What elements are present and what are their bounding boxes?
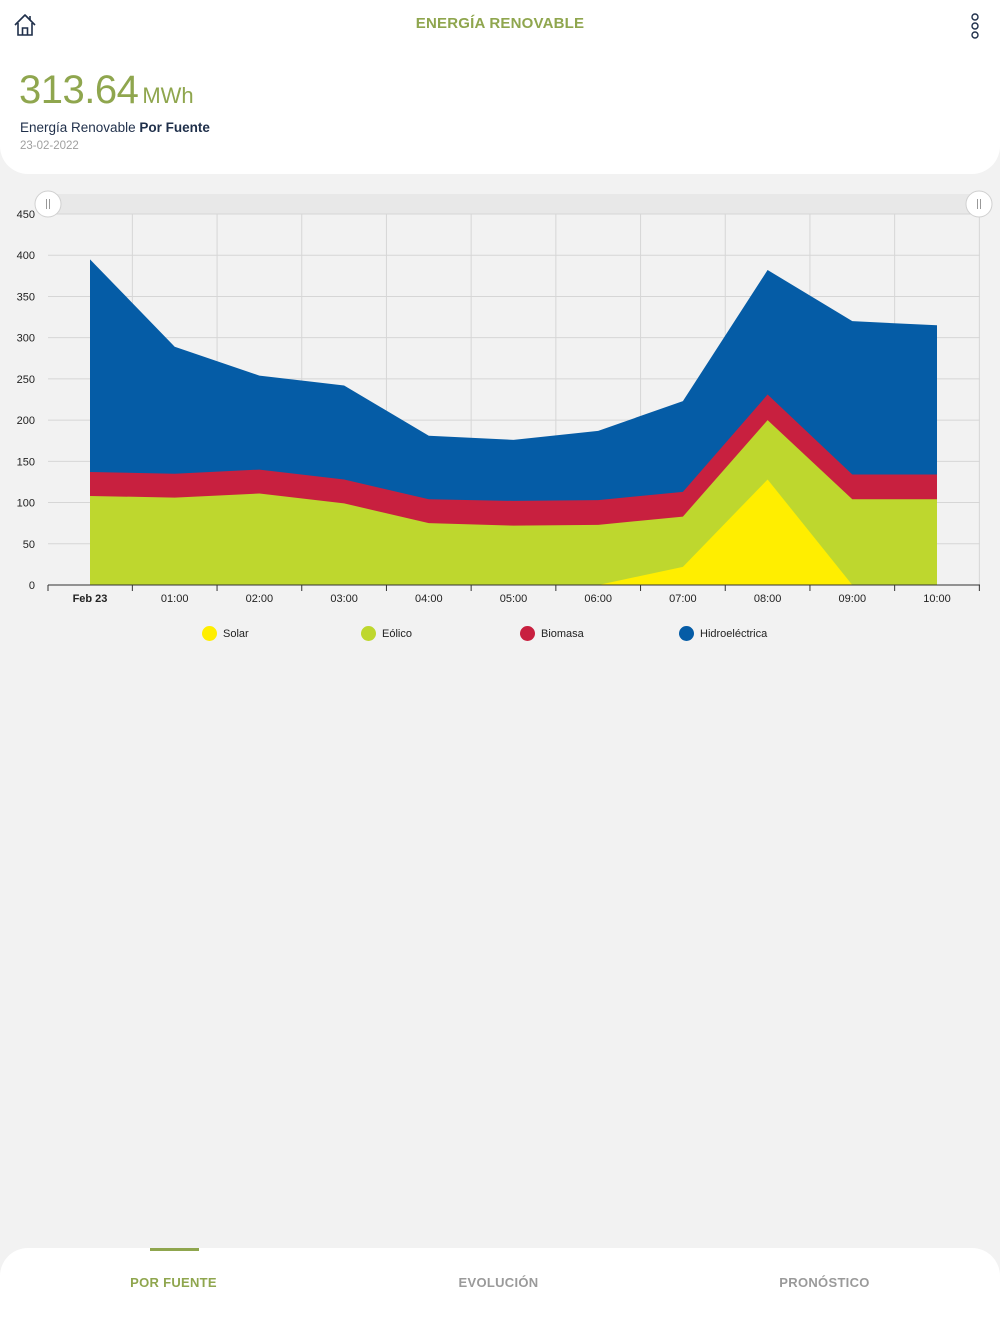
total-energy: 313.64 MWh xyxy=(19,68,194,113)
x-tick-label: 01:00 xyxy=(161,593,189,605)
date-label: 23-02-2022 xyxy=(20,140,79,152)
chart-legend: Solar Eólico Biomasa Hidroeléctrica xyxy=(0,626,1000,646)
y-tick-label: 200 xyxy=(17,415,35,427)
legend-label-biomasa: Biomasa xyxy=(541,627,584,640)
tab-pronostico[interactable]: PRONÓSTICO xyxy=(779,1275,870,1290)
y-tick-label: 300 xyxy=(17,333,35,345)
legend-label-solar: Solar xyxy=(223,627,249,640)
chart-subtitle: Energía Renovable Por Fuente xyxy=(20,120,210,135)
x-tick-label: 07:00 xyxy=(669,593,697,605)
handle-knob xyxy=(34,190,62,218)
tab-por-fuente[interactable]: POR FUENTE xyxy=(130,1275,217,1290)
x-tick-label: Feb 23 xyxy=(73,593,108,605)
subtitle-prefix: Energía Renovable xyxy=(20,120,136,135)
home-icon[interactable] xyxy=(12,12,38,38)
x-tick-label: 10:00 xyxy=(923,593,951,605)
page-title: ENERGÍA RENOVABLE xyxy=(415,15,585,32)
x-tick-label: 08:00 xyxy=(754,593,782,605)
range-handle-left[interactable] xyxy=(34,190,62,218)
handle-knob xyxy=(965,190,993,218)
y-tick-label: 450 xyxy=(17,209,35,221)
summary-card: ENERGÍA RENOVABLE 313.64 MWh Energía Reno… xyxy=(0,0,1000,174)
total-energy-unit: MWh xyxy=(142,83,194,108)
legend-dot-eolico xyxy=(361,626,376,641)
stacked-area-chart[interactable]: 0 50 100 150 200 250 300 350 400 450 Feb 23 01:00 02… xyxy=(0,180,1000,620)
x-tick-label: 03:00 xyxy=(330,593,358,605)
y-tick-label: 0 xyxy=(29,580,35,592)
legend-dot-solar xyxy=(202,626,217,641)
x-tick-label: 09:00 xyxy=(839,593,867,605)
area-series-solar xyxy=(90,479,937,585)
y-tick-label: 400 xyxy=(17,250,35,262)
x-tick-label: 02:00 xyxy=(246,593,274,605)
range-navigator-track xyxy=(48,194,980,214)
legend-item-eolico[interactable]: Eólico xyxy=(361,626,412,641)
y-tick-label: 150 xyxy=(17,456,35,468)
legend-label-hidroelectrica: Hidroeléctrica xyxy=(700,627,768,640)
y-tick-label: 50 xyxy=(23,539,35,551)
x-tick-label: 04:00 xyxy=(415,593,443,605)
more-options-icon[interactable] xyxy=(966,12,984,40)
x-tick-label: 05:00 xyxy=(500,593,528,605)
total-energy-value: 313.64 xyxy=(19,68,139,112)
bottom-tab-bar: POR FUENTE EVOLUCIÓN PRONÓSTICO xyxy=(0,1248,1000,1334)
range-handle-right[interactable] xyxy=(965,190,993,218)
y-tick-label: 100 xyxy=(17,498,35,510)
legend-item-biomasa[interactable]: Biomasa xyxy=(520,626,584,641)
tab-evolucion[interactable]: EVOLUCIÓN xyxy=(458,1275,539,1290)
subtitle-bold: Por Fuente xyxy=(139,120,210,135)
x-tick-label: 06:00 xyxy=(584,593,612,605)
legend-dot-biomasa xyxy=(520,626,535,641)
legend-dot-hidroelectrica xyxy=(679,626,694,641)
legend-item-hidroelectrica[interactable]: Hidroeléctrica xyxy=(679,626,767,641)
legend-label-eolico: Eólico xyxy=(382,627,412,640)
active-tab-indicator xyxy=(150,1248,199,1251)
y-tick-label: 250 xyxy=(17,374,35,386)
legend-item-solar[interactable]: Solar xyxy=(202,626,249,641)
y-tick-label: 350 xyxy=(17,291,35,303)
